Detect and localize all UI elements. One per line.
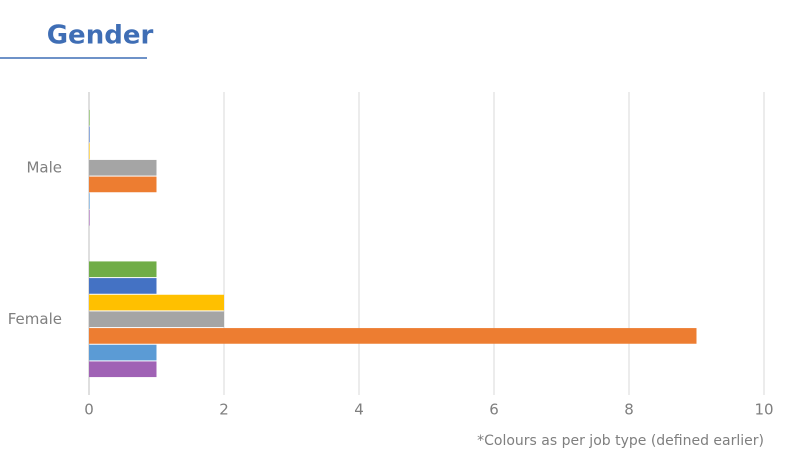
footnote: *Colours as per job type (defined earlie… xyxy=(477,433,764,449)
bar xyxy=(89,126,90,143)
x-tick-label: 0 xyxy=(84,401,94,419)
bar xyxy=(89,193,90,209)
y-tick-label: Male xyxy=(26,158,62,176)
bar xyxy=(89,361,157,378)
x-tick-label: 10 xyxy=(754,401,773,419)
bar xyxy=(89,209,90,226)
bar xyxy=(89,261,157,278)
bar xyxy=(89,311,224,328)
bar xyxy=(89,328,697,344)
bar xyxy=(89,159,157,176)
bar xyxy=(89,176,157,193)
y-tick-label: Female xyxy=(8,310,62,328)
x-tick-label: 6 xyxy=(489,401,499,419)
bar xyxy=(89,109,90,126)
chart-title: Gender xyxy=(47,21,154,51)
bar xyxy=(89,294,224,311)
x-tick-label: 4 xyxy=(354,401,364,419)
bar xyxy=(89,143,90,159)
x-tick-label: 2 xyxy=(219,401,229,419)
bar xyxy=(89,278,157,294)
x-tick-label: 8 xyxy=(624,401,634,419)
bar xyxy=(89,344,157,361)
